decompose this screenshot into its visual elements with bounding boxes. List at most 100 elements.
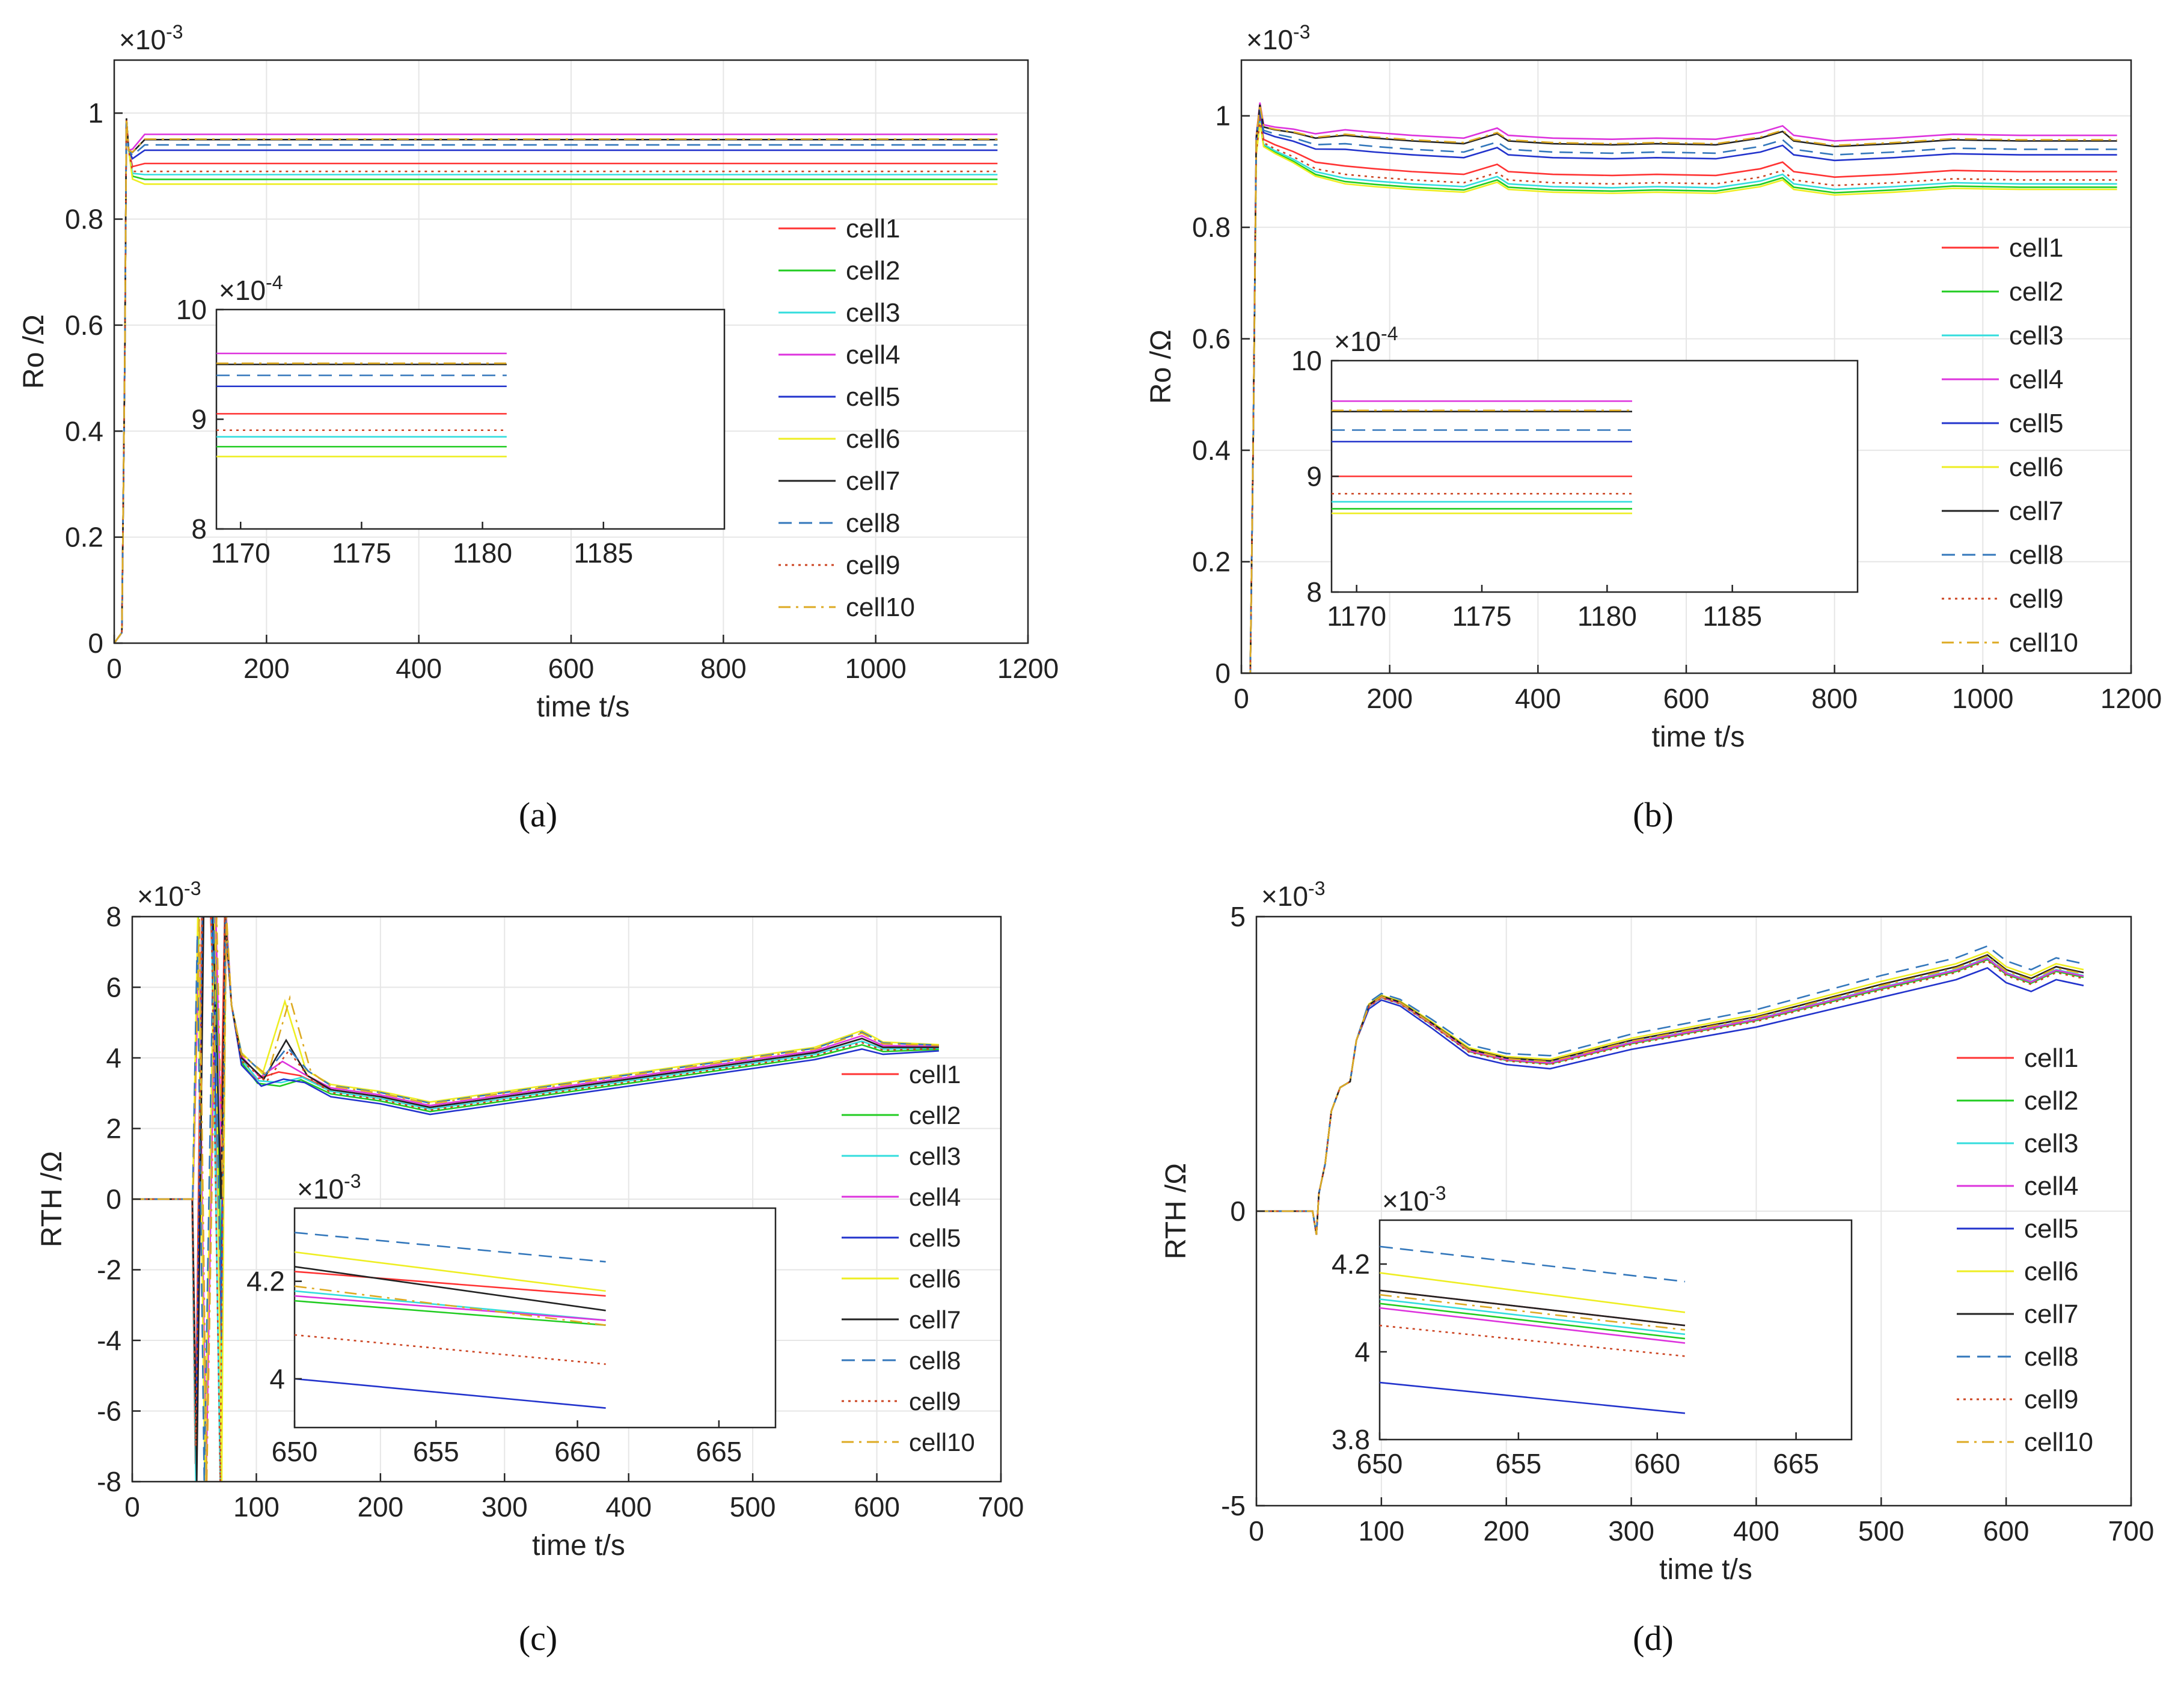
legend-item-cell1: cell1	[1942, 233, 2064, 263]
series-line-cell4	[132, 917, 939, 1482]
legend-label: cell2	[2009, 277, 2064, 307]
inset-series-line-cell7	[1379, 1289, 1686, 1327]
y-axis-label: RTH /Ω	[36, 1151, 68, 1247]
y-axis-label: RTH /Ω	[1160, 1163, 1192, 1259]
legend-item-cell1: cell1	[778, 214, 901, 243]
inset-x-tick-label: 655	[413, 1436, 459, 1467]
x-axis-label: time t/s	[1659, 1554, 1752, 1586]
legend-item-cell4: cell4	[1942, 365, 2064, 394]
legend-item-cell4: cell4	[1957, 1171, 2079, 1201]
legend-label: cell4	[846, 340, 901, 370]
inset-series-line-cell4	[294, 1295, 606, 1321]
legend-label: cell6	[2024, 1257, 2079, 1286]
inset-series-line-cell5	[294, 1378, 606, 1409]
legend-item-cell9: cell9	[842, 1387, 961, 1416]
legend-item-cell7: cell7	[842, 1306, 961, 1334]
series-line-cell1	[114, 118, 998, 643]
legend-item-cell7: cell7	[1942, 496, 2064, 526]
inset-plot-area	[215, 308, 726, 530]
inset-x-tick-label: 650	[1357, 1448, 1403, 1479]
legend-label: cell3	[846, 298, 901, 328]
x-tick-label: 600	[854, 1491, 900, 1523]
x-tick-label: 1000	[1952, 683, 2013, 714]
y-tick-label: -2	[97, 1254, 121, 1286]
legend-item-cell7: cell7	[1957, 1300, 2079, 1329]
x-tick-label: 200	[357, 1491, 403, 1523]
legend-item-cell8: cell8	[1957, 1342, 2079, 1372]
series-line-cell10	[132, 917, 939, 1482]
y-tick-label: 0.6	[1192, 323, 1231, 355]
inset-plot-area	[1378, 1219, 1853, 1441]
legend-label: cell6	[846, 424, 901, 454]
legend-item-cell3: cell3	[778, 298, 901, 328]
x-tick-label: 200	[243, 653, 290, 684]
inset-x-tick-label: 1185	[1702, 600, 1762, 632]
inset-x-tick-label: 655	[1496, 1448, 1542, 1479]
legend-item-cell4: cell4	[842, 1183, 961, 1211]
x-tick-label: 100	[1358, 1515, 1404, 1547]
axis-exponent-label: ×10-3	[1261, 878, 1325, 912]
legend-label: cell9	[2024, 1385, 2079, 1414]
legend-label: cell3	[2009, 321, 2064, 350]
axis-exponent-label: ×10-3	[1246, 21, 1310, 55]
x-tick-label: 200	[1483, 1515, 1529, 1547]
axis-exponent-power: -3	[184, 878, 201, 899]
inset-series-line-cell9	[1379, 1324, 1686, 1357]
y-tick-label: 5	[1230, 901, 1246, 932]
x-tick-label: 100	[233, 1491, 280, 1523]
inset-y-tick-label: 4.2	[246, 1266, 285, 1297]
inset-series-line-cell10	[1379, 1294, 1686, 1331]
legend-item-cell8: cell8	[778, 509, 901, 538]
legend-item-cell6: cell6	[778, 424, 901, 454]
inset-exponent-power: -3	[344, 1170, 361, 1192]
series-line-cell9	[1256, 960, 2084, 1235]
legend-label: cell7	[846, 466, 901, 496]
y-tick-label: -5	[1221, 1490, 1246, 1521]
inset-x-tick-label: 1185	[574, 537, 633, 569]
legend-label: cell5	[909, 1224, 961, 1252]
x-tick-label: 600	[548, 653, 595, 684]
legend-item-cell3: cell3	[1942, 321, 2064, 350]
inset-series-line-cell10	[294, 1285, 606, 1326]
inset-x-tick-label: 665	[1773, 1448, 1819, 1479]
y-tick-label: 0.6	[65, 310, 103, 341]
y-tick-label: 1	[1215, 100, 1231, 132]
legend-label: cell2	[2024, 1086, 2079, 1116]
inset-series-line-cell6	[294, 1251, 606, 1292]
series-line-cell5	[114, 118, 998, 643]
inset-series-line-cell8	[294, 1232, 606, 1263]
inset-x-tick-label: 1170	[1327, 600, 1386, 632]
legend-item-cell8: cell8	[842, 1346, 961, 1375]
panel-b: 0 200 400 600 800 1000 1200 0 0.2 0.4 0.6 0.8 1 ×10-3…	[1145, 21, 2162, 834]
legend-item-cell2: cell2	[1942, 277, 2064, 307]
inset-y-tick-label: 9	[191, 404, 207, 435]
legend-label: cell5	[2024, 1214, 2079, 1244]
legend-item-cell9: cell9	[1957, 1385, 2079, 1414]
legend-label: cell4	[909, 1183, 961, 1211]
y-tick-label: 0	[1230, 1196, 1246, 1227]
x-tick-label: 700	[978, 1491, 1024, 1523]
legend-label: cell6	[2009, 453, 2064, 482]
inset-series-line-cell1	[294, 1271, 606, 1297]
x-tick-label: 300	[1608, 1515, 1654, 1547]
inset-x-tick-label: 1180	[453, 537, 512, 569]
series-line-cell6	[1241, 123, 2117, 673]
series-line-cell9	[114, 118, 998, 643]
series-line-cell10	[1241, 104, 2117, 673]
legend-label: cell8	[2024, 1342, 2079, 1372]
legend-item-cell4: cell4	[778, 340, 901, 370]
legend-label: cell2	[846, 256, 901, 286]
series-line-cell9	[1241, 119, 2117, 673]
legend-item-cell7: cell7	[778, 466, 901, 496]
legend-label: cell10	[2024, 1428, 2093, 1457]
legend-item-cell1: cell1	[1957, 1043, 2079, 1073]
legend-label: cell5	[846, 382, 901, 412]
y-tick-label: 2	[106, 1113, 121, 1144]
axis-exponent-label: ×10-3	[137, 878, 201, 912]
inset-exponent-power: -4	[266, 272, 283, 293]
legend-item-cell3: cell3	[1957, 1129, 2079, 1158]
x-tick-label: 400	[1733, 1515, 1779, 1547]
series-line-cell4	[114, 118, 998, 643]
